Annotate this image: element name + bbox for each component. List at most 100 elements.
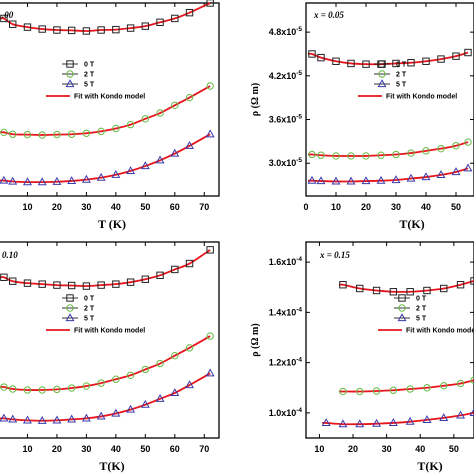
data-point-triangle bbox=[0, 175, 9, 184]
x-axis-label: T(K) bbox=[99, 459, 124, 473]
data-point-square bbox=[53, 281, 61, 289]
data-point-square bbox=[141, 275, 150, 283]
fit-curve-2-t bbox=[0, 335, 211, 391]
data-point-triangle bbox=[205, 129, 215, 138]
data-point-circle bbox=[141, 115, 150, 123]
data-point-square bbox=[9, 277, 17, 285]
legend-marker-triangle bbox=[65, 79, 75, 88]
data-point-triangle bbox=[111, 408, 121, 417]
data-point-square bbox=[347, 59, 355, 68]
legend-entry: 5 T bbox=[396, 82, 407, 89]
data-point-square bbox=[171, 265, 179, 274]
data-point-circle bbox=[456, 379, 465, 388]
data-point-triangle bbox=[111, 169, 121, 178]
x-tick-label: 20 bbox=[361, 202, 371, 212]
data-point-triangle bbox=[456, 410, 466, 419]
data-point-circle bbox=[332, 152, 340, 160]
legend: 0 T 2 T 5 T Fit with Kondo model bbox=[46, 60, 145, 101]
data-point-square bbox=[206, 0, 214, 7]
panel-label: x = 0.05 bbox=[313, 10, 344, 20]
data-point-square bbox=[372, 286, 381, 295]
data-point-circle bbox=[67, 384, 76, 392]
data-point-square bbox=[407, 59, 415, 67]
data-point-circle bbox=[407, 149, 415, 157]
data-point-triangle bbox=[8, 414, 18, 423]
data-point-triangle bbox=[421, 172, 431, 181]
data-point-circle bbox=[97, 127, 105, 136]
data-point-square bbox=[141, 22, 150, 30]
data-point-circle bbox=[112, 375, 120, 383]
data-point-square bbox=[53, 26, 61, 34]
data-point-triangle bbox=[451, 167, 461, 176]
legend-marker-square bbox=[378, 60, 386, 68]
data-point-triangle bbox=[463, 163, 473, 172]
data-point-circle bbox=[156, 359, 164, 368]
panel-4: 10 20 30 40 50 1.0x10-4 1.2x10-4 1.4x10-4 1.6x10… bbox=[250, 241, 474, 473]
data-point-circle bbox=[23, 386, 32, 394]
data-point-circle bbox=[126, 371, 135, 379]
x-axis-label: T(K) bbox=[399, 217, 424, 231]
panel-label: 0.10 bbox=[2, 250, 18, 260]
x-tick-label: 10 bbox=[314, 444, 324, 454]
legend-entry: 0 T bbox=[416, 296, 427, 303]
fit-curve-2-t bbox=[0, 85, 211, 136]
data-point-square bbox=[422, 57, 430, 65]
data-point-circle bbox=[185, 344, 194, 352]
legend-marker-circle bbox=[378, 70, 386, 78]
legend-marker-circle bbox=[398, 304, 406, 312]
legend-marker-square bbox=[66, 60, 74, 68]
x-tick-label: 40 bbox=[111, 444, 121, 454]
data-point-triangle bbox=[81, 413, 91, 422]
y-axis-label: ρ (Ω m) bbox=[250, 323, 261, 356]
panel-1: 10 20 30 40 50 60 70 0 T 2 T 5 T Fit with Kondo mo… bbox=[0, 0, 220, 231]
data-point-square bbox=[38, 25, 46, 33]
data-point-triangle bbox=[52, 176, 62, 185]
x-tick-label: 30 bbox=[391, 202, 401, 212]
plot-frame bbox=[0, 241, 220, 439]
data-point-triangle bbox=[361, 176, 371, 185]
data-point-square bbox=[97, 281, 105, 289]
data-point-triangle bbox=[185, 380, 194, 389]
data-point-circle bbox=[141, 365, 150, 374]
data-point-triangle bbox=[372, 418, 382, 427]
data-point-square bbox=[317, 53, 325, 62]
data-point-square bbox=[171, 14, 179, 23]
data-point-square bbox=[112, 25, 120, 34]
data-point-triangle bbox=[23, 415, 32, 424]
legend-entry: 2 T bbox=[416, 306, 427, 313]
data-point-triangle bbox=[436, 170, 446, 178]
plot-frame bbox=[0, 2, 220, 197]
data-point-triangle bbox=[185, 141, 194, 149]
data-point-square bbox=[440, 284, 448, 293]
data-point-circle bbox=[339, 387, 347, 396]
x-tick-label: 40 bbox=[415, 444, 425, 454]
data-point-circle bbox=[372, 387, 381, 395]
fit-curve-5-t bbox=[322, 411, 474, 426]
data-point-square bbox=[185, 8, 194, 17]
data-point-triangle bbox=[67, 414, 77, 423]
legend-marker-triangle bbox=[397, 313, 407, 322]
data-point-square bbox=[156, 271, 164, 280]
data-point-circle bbox=[97, 379, 105, 387]
panel-label: .00 bbox=[2, 10, 14, 20]
data-point-square bbox=[126, 24, 135, 32]
legend-fit-entry: Fit with Kondo model bbox=[74, 94, 145, 101]
data-point-square bbox=[97, 26, 105, 34]
data-point-circle bbox=[308, 150, 316, 159]
plot-frame bbox=[305, 2, 474, 197]
data-point-triangle bbox=[205, 368, 215, 377]
data-point-triangle bbox=[67, 176, 77, 185]
data-point-square bbox=[423, 286, 431, 295]
y-tick-label: 1.4x10-4 bbox=[269, 306, 303, 317]
data-point-triangle bbox=[388, 418, 398, 427]
x-tick-label: 40 bbox=[111, 202, 121, 212]
legend: 0 T 2 T 5 T Fit with Kondo model bbox=[46, 294, 145, 335]
legend-entry: 0 T bbox=[84, 296, 95, 303]
data-point-circle bbox=[206, 82, 214, 90]
x-tick-label: 50 bbox=[449, 444, 459, 454]
x-tick-label: 70 bbox=[199, 444, 209, 454]
data-point-circle bbox=[423, 384, 431, 392]
y-tick-label: 1.6x10-4 bbox=[269, 256, 303, 267]
data-point-circle bbox=[9, 130, 17, 138]
